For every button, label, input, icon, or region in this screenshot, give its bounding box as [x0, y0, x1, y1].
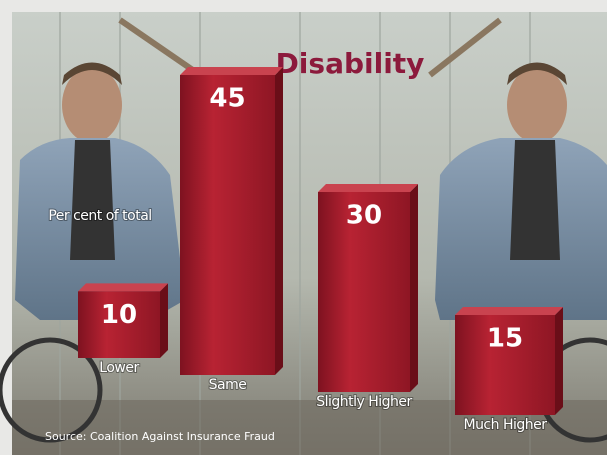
bar-side — [410, 184, 418, 392]
bar-top — [180, 67, 283, 75]
bar — [455, 315, 555, 415]
chart-title: Disability — [276, 47, 425, 80]
source: Source: Coalition Against Insurance Frau… — [45, 430, 275, 443]
bar-side — [160, 283, 168, 358]
value-label: 45 — [209, 84, 245, 114]
category-label: Lower — [99, 360, 139, 376]
bar — [180, 75, 275, 375]
category-label: Much Higher — [463, 417, 547, 433]
subtitle: Per cent of total — [48, 208, 151, 224]
category-label: Slightly Higher — [316, 394, 412, 410]
bar-side — [275, 67, 283, 375]
bar-top — [78, 283, 168, 292]
bar-side — [555, 307, 563, 415]
bar-top — [455, 307, 563, 315]
bar — [78, 291, 160, 358]
category-label: Same — [209, 377, 247, 393]
bar — [318, 192, 410, 392]
bar-top — [318, 184, 418, 192]
value-label: 15 — [487, 324, 523, 354]
value-label: 10 — [101, 300, 137, 330]
value-label: 30 — [346, 201, 382, 231]
